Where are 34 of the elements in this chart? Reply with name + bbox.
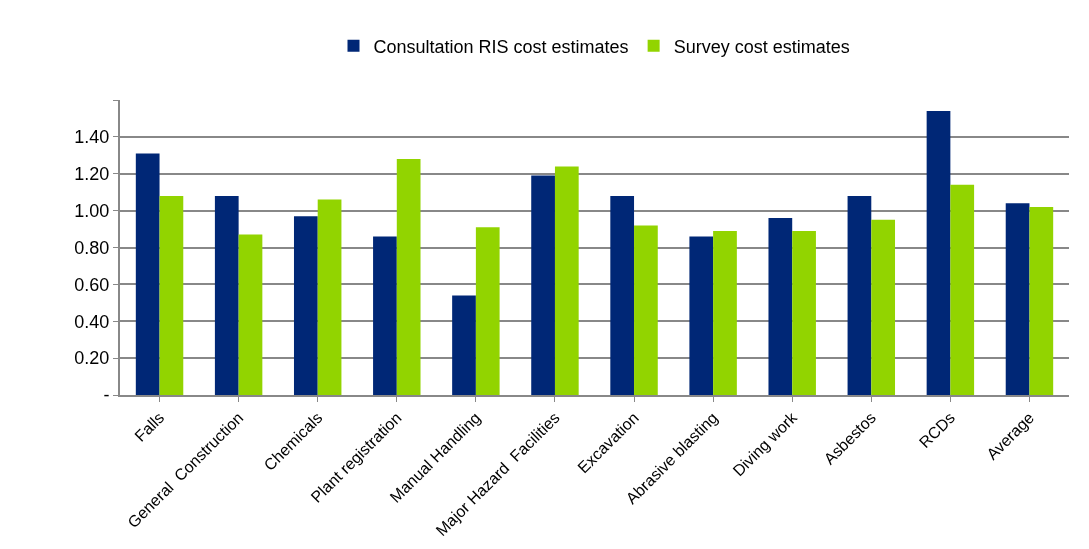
bar [926,111,951,395]
y-tick-label: 1.00 [74,200,110,221]
y-tick-label: 0.40 [74,311,110,332]
bar [768,218,793,395]
bar [634,225,658,395]
bar [238,234,263,395]
bar [293,216,318,395]
y-tick-label: - [103,385,110,406]
y-tick-label: 0.60 [74,274,110,295]
bar [610,195,635,395]
bar [713,230,737,395]
bar [159,195,184,395]
bar [689,236,714,395]
bar [1029,206,1054,395]
bar [135,153,160,395]
bar [950,184,975,395]
bar [373,236,397,395]
bar [871,219,896,395]
y-tick-label: 0.80 [74,237,110,258]
bar [792,230,816,395]
bar [452,295,476,395]
bar [396,159,421,395]
bar [554,166,579,395]
legend-label: Survey cost estimates [673,36,850,57]
legend-label: Consultation RIS cost estimates [373,36,629,57]
bar [317,199,342,395]
bar [531,175,555,395]
bar [1005,203,1030,395]
bar [214,195,239,395]
bar [847,195,872,395]
y-tick-label: 0.20 [74,348,110,369]
bar [475,227,500,395]
y-tick-label: 1.40 [74,127,110,148]
y-tick-label: 1.20 [74,164,110,185]
